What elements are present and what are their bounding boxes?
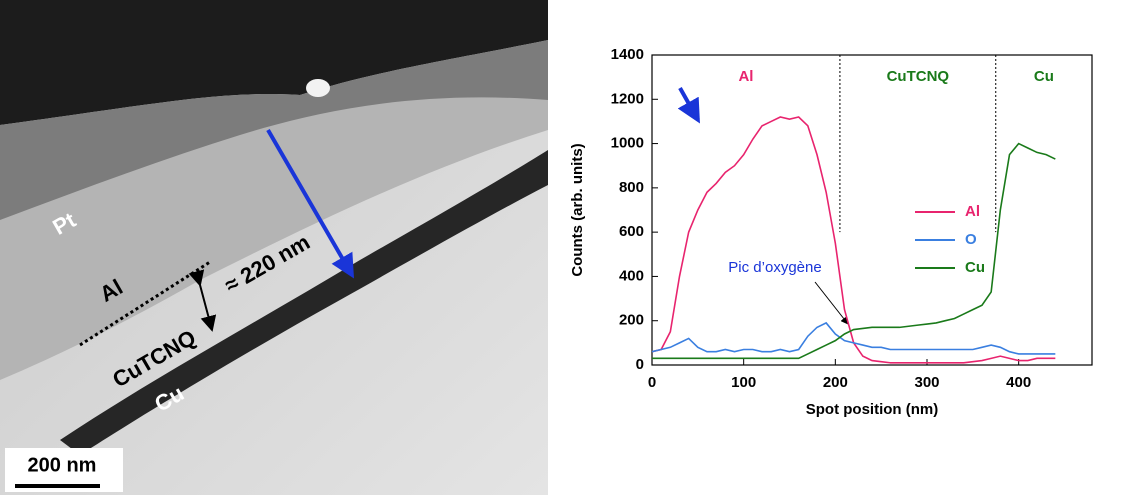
y-tick-label: 600 <box>619 223 644 240</box>
region-label: Al <box>738 68 753 85</box>
y-tick-label: 1200 <box>611 90 644 107</box>
x-axis-label: Spot position (nm) <box>806 401 938 418</box>
series-line <box>651 321 1056 355</box>
y-tick-label: 800 <box>619 179 644 196</box>
region-label: CuTCNQ <box>887 68 950 85</box>
legend-label: O <box>965 231 977 248</box>
x-tick-label: 0 <box>648 374 656 391</box>
scan-arrow <box>677 87 700 124</box>
scale-label: 200 nm <box>28 454 97 476</box>
y-tick-label: 1400 <box>611 46 644 63</box>
x-tick-label: 400 <box>1006 374 1031 391</box>
region-label: Cu <box>1034 68 1054 85</box>
x-tick-label: 100 <box>731 374 756 391</box>
y-tick-label: 400 <box>619 267 644 284</box>
y-tick-label: 1000 <box>611 135 644 152</box>
annotation: Pic d’oxygène <box>728 259 821 276</box>
x-tick-label: 200 <box>823 374 848 391</box>
legend-label: Cu <box>965 259 985 276</box>
plot-frame <box>651 54 1093 366</box>
tem-image <box>0 0 548 495</box>
legend-label: Al <box>965 203 980 220</box>
x-tick-label: 300 <box>914 374 939 391</box>
y-tick-label: 200 <box>619 312 644 329</box>
y-tick-label: 0 <box>636 356 644 373</box>
y-axis-label: Counts (arb. units) <box>569 143 586 276</box>
series-line <box>651 116 1056 364</box>
annotation-arrow <box>814 281 849 325</box>
series-line <box>652 142 1056 360</box>
